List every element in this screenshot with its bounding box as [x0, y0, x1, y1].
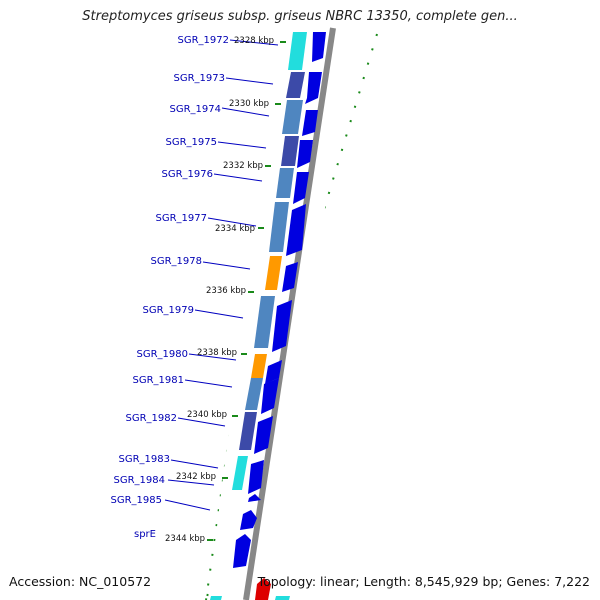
gene-arrow[interactable]	[265, 360, 282, 384]
kbp-label: 2336 kbp	[206, 286, 246, 296]
kbp-labels: 2328 kbp 2330 kbp 2332 kbp 2334 kbp 2336…	[165, 36, 274, 544]
map-title: Streptomyces griseus subsp. griseus NBRC…	[82, 9, 518, 24]
feature-block[interactable]	[254, 296, 275, 348]
gene-label-sgr-1981[interactable]: SGR_1981	[133, 375, 185, 386]
genome-summary-text: Topology: linear; Length: 8,545,929 bp; …	[257, 574, 590, 589]
kbp-label: 2342 kbp	[176, 472, 216, 482]
gene-label-sgr-1980[interactable]: SGR_1980	[137, 349, 189, 360]
gene-label-sgr-1975[interactable]: SGR_1975	[166, 137, 218, 148]
feature-block[interactable]	[210, 596, 222, 600]
gene-arrow[interactable]	[286, 204, 306, 256]
feature-block[interactable]	[282, 100, 303, 134]
gene-arrow[interactable]	[305, 72, 322, 104]
feature-block[interactable]	[281, 136, 299, 166]
gene-arrow[interactable]	[261, 378, 279, 414]
gene-arrow[interactable]	[272, 300, 292, 352]
gene-label-sgr-1973[interactable]: SGR_1973	[174, 73, 226, 84]
gene-arrow[interactable]	[282, 262, 298, 292]
feature-block[interactable]	[286, 72, 305, 98]
kbp-tick-marks	[207, 41, 286, 541]
feature-block[interactable]	[239, 412, 257, 450]
gene-label-sgr-1976[interactable]: SGR_1976	[162, 169, 214, 180]
kbp-label: 2344 kbp	[165, 534, 205, 544]
gene-arrow[interactable]	[297, 140, 313, 168]
gene-label-sgr-1977[interactable]: SGR_1977	[156, 213, 208, 224]
feature-block[interactable]	[265, 256, 282, 290]
accession-text: Accession: NC_010572	[9, 574, 152, 589]
gene-label-sgr-1972[interactable]: SGR_1972	[178, 35, 230, 46]
gene-arrow[interactable]	[233, 534, 251, 568]
feature-block[interactable]	[251, 354, 267, 378]
label-connectors	[164, 39, 279, 511]
kbp-label: 2330 kbp	[229, 99, 269, 109]
kbp-label: 2334 kbp	[215, 224, 255, 234]
feature-block[interactable]	[245, 378, 263, 410]
kbp-label: 2340 kbp	[187, 410, 227, 420]
gene-arrow[interactable]	[248, 460, 264, 494]
kbp-label: 2328 kbp	[234, 36, 274, 46]
gene-label-sgr-1983[interactable]: SGR_1983	[119, 454, 171, 465]
gene-arrow[interactable]	[240, 510, 257, 530]
feature-block[interactable]	[232, 456, 248, 490]
gene-label-sgr-1974[interactable]: SGR_1974	[170, 104, 222, 115]
gene-arrow[interactable]	[293, 172, 309, 204]
feature-block[interactable]	[276, 168, 294, 198]
gene-label-sgr-1985[interactable]: SGR_1985	[111, 495, 163, 506]
gene-arrow[interactable]	[254, 416, 273, 454]
gene-arrow[interactable]	[312, 32, 326, 62]
kbp-label: 2338 kbp	[197, 348, 237, 358]
gene-arrow[interactable]	[302, 110, 318, 136]
gene-labels: SGR_1972 SGR_1973 SGR_1974 SGR_1975 SGR_…	[111, 35, 230, 540]
kbp-label: 2332 kbp	[223, 161, 263, 171]
feature-track	[210, 32, 326, 600]
gene-label-sgr-1979[interactable]: SGR_1979	[143, 305, 195, 316]
gene-label-sgr-1984[interactable]: SGR_1984	[114, 475, 166, 486]
gene-arrow[interactable]	[248, 494, 261, 502]
gene-label-sgr-1982[interactable]: SGR_1982	[126, 413, 178, 424]
feature-block[interactable]	[288, 32, 307, 70]
gene-arrow-cyan[interactable]	[275, 596, 290, 600]
feature-block[interactable]	[269, 202, 289, 252]
gene-arrow-red[interactable]	[255, 578, 271, 600]
gene-label-sgr-1978[interactable]: SGR_1978	[151, 256, 203, 267]
gene-label-spre[interactable]: sprE	[134, 529, 156, 540]
